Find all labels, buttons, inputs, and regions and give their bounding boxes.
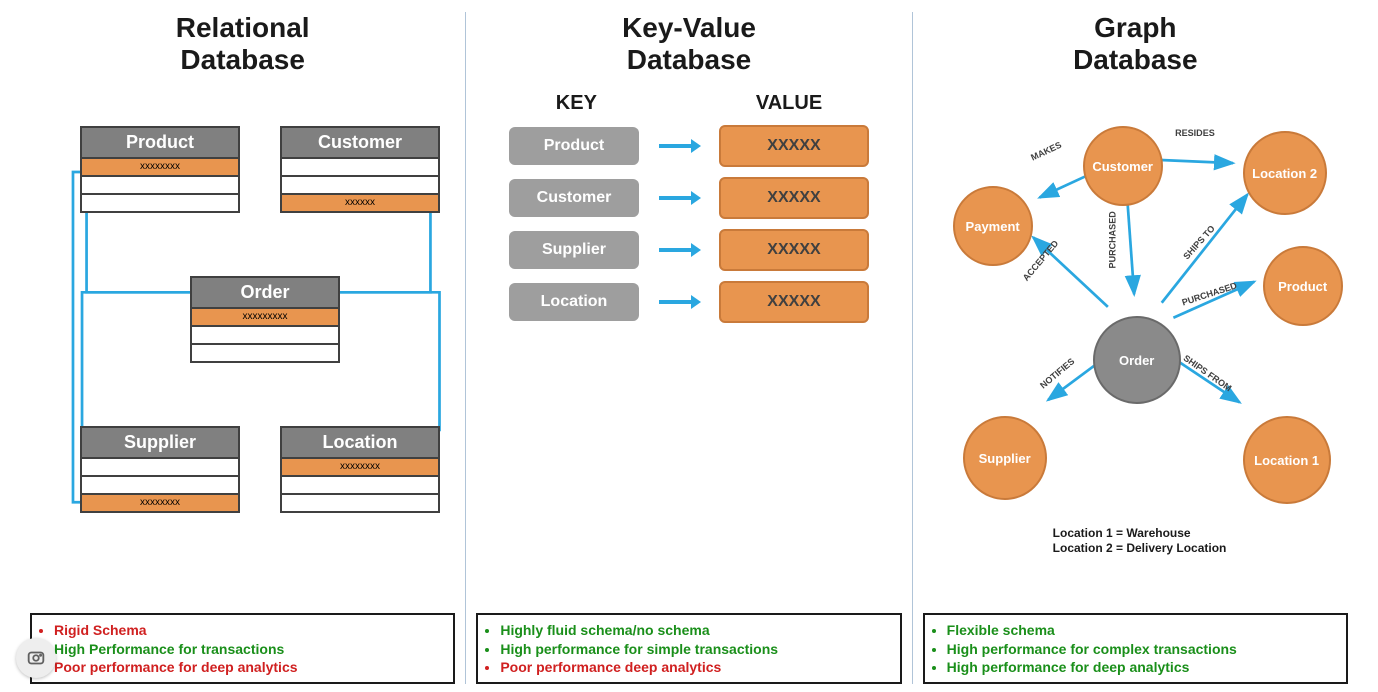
- rel-table-row: [82, 457, 238, 475]
- rel-table-product: Productxxxxxxxx: [80, 126, 240, 213]
- graph-node-location1: Location 1: [1243, 416, 1331, 504]
- rel-table-row: [282, 175, 438, 193]
- panel-title-relational: Relational Database: [30, 12, 455, 76]
- kv-key: Supplier: [509, 231, 639, 269]
- graph-node-product: Product: [1263, 246, 1343, 326]
- arrow-icon: [657, 189, 701, 207]
- graph-node-supplier: Supplier: [963, 416, 1047, 500]
- relational-diagram: ProductxxxxxxxxCustomerxxxxxxOrderxxxxxx…: [30, 86, 455, 609]
- rel-table-header: Supplier: [82, 428, 238, 457]
- kv-value-header: VALUE: [756, 92, 822, 115]
- relational-bullets: Rigid SchemaHigh Performance for transac…: [30, 613, 455, 684]
- rel-table-row: [82, 175, 238, 193]
- rel-table-row: xxxxxxxx: [282, 457, 438, 475]
- graph-node-order: Order: [1093, 316, 1181, 404]
- kv-value: XXXXX: [719, 229, 869, 271]
- rel-table-row: [282, 475, 438, 493]
- bullet-item: High performance for complex transaction…: [947, 640, 1338, 658]
- panel-title-keyvalue: Key-Value Database: [476, 12, 901, 76]
- panel-keyvalue: Key-Value Database KEY VALUE Product XXXX…: [465, 12, 911, 684]
- kv-key: Product: [509, 127, 639, 165]
- bullet-item: Highly fluid schema/no schema: [500, 621, 891, 639]
- graph-node-payment: Payment: [953, 186, 1033, 266]
- arrow-icon: [657, 293, 701, 311]
- rel-table-customer: Customer xxxxxx: [280, 126, 440, 213]
- arrow-icon: [657, 241, 701, 259]
- svg-text:NOTIFIES: NOTIFIES: [1038, 356, 1076, 390]
- rel-table-row: xxxxxx: [282, 193, 438, 211]
- panel-title-graph: Graph Database: [923, 12, 1348, 76]
- kv-key-header: KEY: [556, 92, 597, 115]
- panel-graph: Graph Database MAKESRESIDESPURCHASEDACCE…: [912, 12, 1358, 684]
- rel-table-order: Orderxxxxxxxxx: [190, 276, 340, 363]
- kv-row: Supplier XXXXX: [476, 229, 901, 271]
- rel-table-header: Location: [282, 428, 438, 457]
- rel-table-row: xxxxxxxxx: [192, 307, 338, 325]
- rel-table-row: xxxxxxxx: [82, 157, 238, 175]
- arrow-icon: [657, 137, 701, 155]
- graph-legend: Location 1 = Warehouse Location 2 = Deli…: [1053, 526, 1227, 556]
- kv-key: Location: [509, 283, 639, 321]
- svg-text:PURCHASED: PURCHASED: [1107, 211, 1117, 269]
- rel-table-header: Order: [192, 278, 338, 307]
- rel-table-row: [82, 193, 238, 211]
- rel-table-row: [282, 157, 438, 175]
- graph-bullets: Flexible schemaHigh performance for comp…: [923, 613, 1348, 684]
- lens-icon[interactable]: [16, 638, 56, 678]
- bullet-item: High Performance for transactions: [54, 640, 445, 658]
- rel-table-row: [82, 475, 238, 493]
- keyvalue-bullets: Highly fluid schema/no schemaHigh perfor…: [476, 613, 901, 684]
- graph-node-location2: Location 2: [1243, 131, 1327, 215]
- bullet-item: High performance for deep analytics: [947, 658, 1338, 676]
- rel-table-row: [282, 493, 438, 511]
- svg-text:PURCHASED: PURCHASED: [1180, 281, 1238, 308]
- rel-table-location: Locationxxxxxxxx: [280, 426, 440, 513]
- svg-text:SHIPS FROM: SHIPS FROM: [1181, 353, 1233, 393]
- panel-relational: Relational Database ProductxxxxxxxxCusto…: [20, 12, 465, 684]
- rel-table-header: Customer: [282, 128, 438, 157]
- keyvalue-diagram: KEY VALUE ProductXXXXXCustomerXXXXXSuppl…: [476, 86, 901, 609]
- rel-table-row: [192, 343, 338, 361]
- kv-value: XXXXX: [719, 177, 869, 219]
- svg-text:RESIDES: RESIDES: [1175, 128, 1215, 138]
- bullet-item: High performance for simple transactions: [500, 640, 891, 658]
- rel-table-row: xxxxxxxx: [82, 493, 238, 511]
- comparison-container: Relational Database ProductxxxxxxxxCusto…: [0, 0, 1378, 692]
- kv-row: Product XXXXX: [476, 125, 901, 167]
- bullet-item: Poor performance for deep analytics: [54, 658, 445, 676]
- kv-row: Location XXXXX: [476, 281, 901, 323]
- graph-diagram: MAKESRESIDESPURCHASEDACCEPTEDSHIPS TOPUR…: [923, 86, 1348, 609]
- bullet-item: Flexible schema: [947, 621, 1338, 639]
- kv-value: XXXXX: [719, 281, 869, 323]
- rel-table-header: Product: [82, 128, 238, 157]
- svg-text:SHIPS TO: SHIPS TO: [1181, 224, 1217, 262]
- bullet-item: Poor performance deep analytics: [500, 658, 891, 676]
- svg-text:MAKES: MAKES: [1029, 140, 1063, 163]
- bullet-item: Rigid Schema: [54, 621, 445, 639]
- rel-table-supplier: Supplier xxxxxxxx: [80, 426, 240, 513]
- kv-key: Customer: [509, 179, 639, 217]
- rel-table-row: [192, 325, 338, 343]
- kv-value: XXXXX: [719, 125, 869, 167]
- kv-row: Customer XXXXX: [476, 177, 901, 219]
- graph-node-customer: Customer: [1083, 126, 1163, 206]
